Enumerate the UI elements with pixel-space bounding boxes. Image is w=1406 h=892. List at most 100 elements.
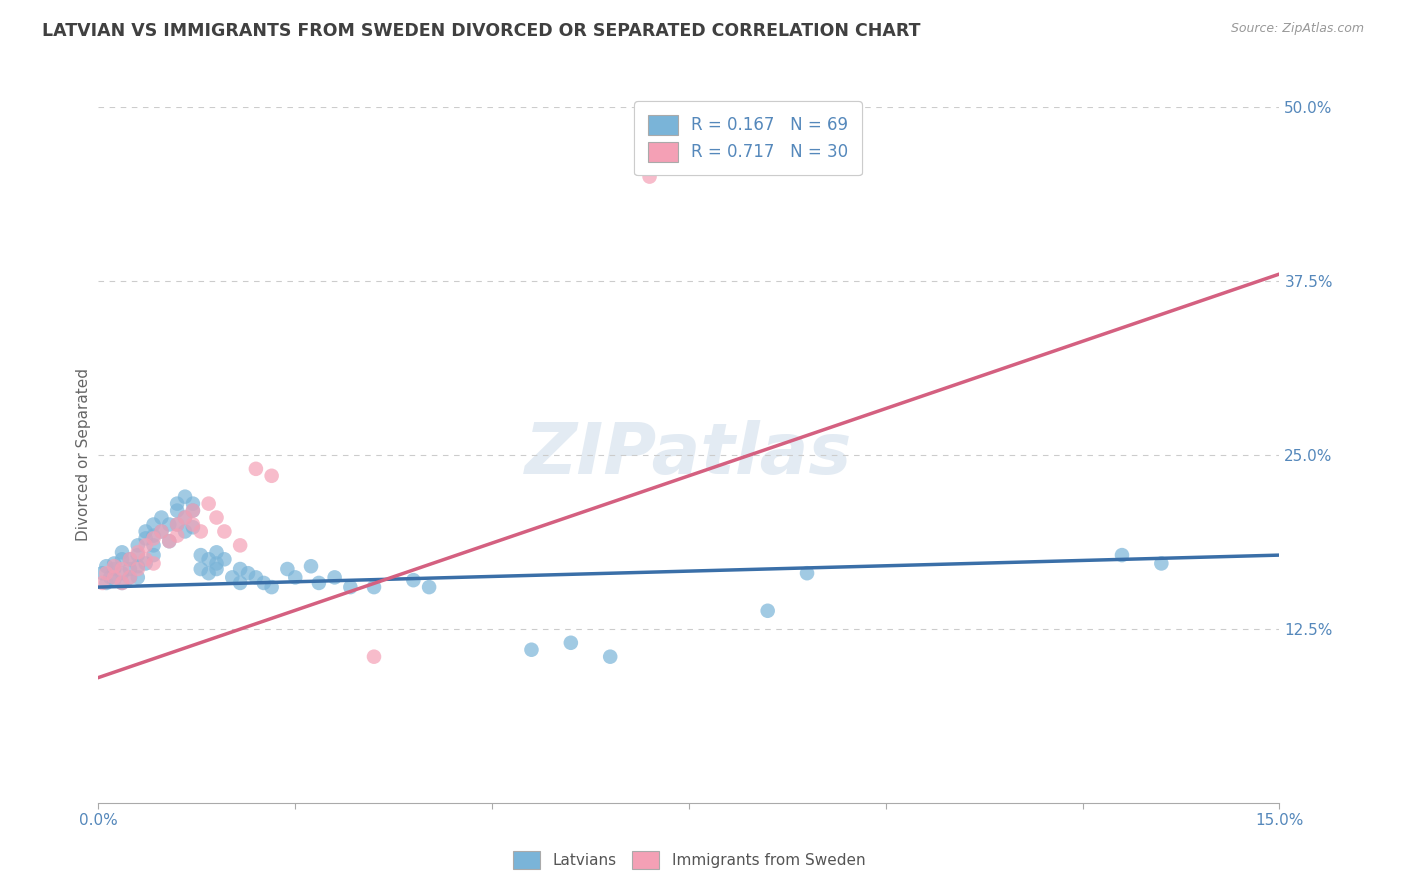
Point xyxy=(520,642,543,657)
Point xyxy=(111,566,134,581)
Point xyxy=(174,524,197,539)
Point xyxy=(205,545,228,559)
Point xyxy=(1150,557,1173,571)
Point xyxy=(236,566,259,581)
Point xyxy=(135,538,157,552)
Point xyxy=(229,576,252,591)
Point xyxy=(135,524,157,539)
Point xyxy=(150,510,173,524)
Point xyxy=(150,524,173,539)
Point xyxy=(190,548,212,562)
Point xyxy=(363,649,385,664)
Point xyxy=(166,517,188,532)
Legend: Latvians, Immigrants from Sweden: Latvians, Immigrants from Sweden xyxy=(506,845,872,875)
Point xyxy=(214,524,236,539)
Point xyxy=(245,462,267,476)
Point xyxy=(205,510,228,524)
Point xyxy=(111,545,134,559)
Point xyxy=(111,576,134,591)
Point xyxy=(308,576,330,591)
Point xyxy=(229,562,252,576)
Point xyxy=(127,538,149,552)
Point xyxy=(166,528,188,542)
Point xyxy=(166,503,188,517)
Point xyxy=(111,562,134,576)
Point xyxy=(166,497,188,511)
Point xyxy=(111,576,134,591)
Point xyxy=(181,503,204,517)
Point xyxy=(197,552,219,566)
Point xyxy=(91,576,114,591)
Text: ZIPatlas: ZIPatlas xyxy=(526,420,852,490)
Point xyxy=(118,570,141,584)
Point xyxy=(174,510,197,524)
Point xyxy=(127,570,149,584)
Point xyxy=(142,517,165,532)
Text: Source: ZipAtlas.com: Source: ZipAtlas.com xyxy=(1230,22,1364,36)
Point xyxy=(181,517,204,532)
Point xyxy=(402,573,425,587)
Point xyxy=(756,604,779,618)
Point xyxy=(103,570,125,584)
Point xyxy=(127,548,149,562)
Point xyxy=(205,557,228,571)
Point xyxy=(118,552,141,566)
Point xyxy=(190,524,212,539)
Point xyxy=(142,557,165,571)
Point xyxy=(418,580,440,594)
Point xyxy=(103,562,125,576)
Point xyxy=(118,570,141,584)
Point xyxy=(197,566,219,581)
Point xyxy=(339,580,361,594)
Point xyxy=(127,562,149,576)
Point xyxy=(135,532,157,546)
Point xyxy=(96,566,118,581)
Point xyxy=(98,570,121,584)
Point xyxy=(214,552,236,566)
Point xyxy=(166,517,188,532)
Point xyxy=(205,562,228,576)
Point xyxy=(299,559,322,574)
Point xyxy=(190,562,212,576)
Point xyxy=(323,570,346,584)
Point xyxy=(142,528,165,542)
Point xyxy=(181,503,204,517)
Point xyxy=(111,552,134,566)
Point xyxy=(103,573,125,587)
Point xyxy=(260,468,283,483)
Point xyxy=(560,636,582,650)
Point xyxy=(284,570,307,584)
Point xyxy=(142,538,165,552)
Point xyxy=(796,566,818,581)
Point xyxy=(157,534,180,549)
Text: LATVIAN VS IMMIGRANTS FROM SWEDEN DIVORCED OR SEPARATED CORRELATION CHART: LATVIAN VS IMMIGRANTS FROM SWEDEN DIVORC… xyxy=(42,22,921,40)
Point xyxy=(118,552,141,566)
Point xyxy=(96,576,118,591)
Point xyxy=(229,538,252,552)
Point xyxy=(260,580,283,594)
Point xyxy=(135,552,157,566)
Point xyxy=(638,169,661,184)
Point xyxy=(103,557,125,571)
Point xyxy=(174,510,197,524)
Legend: R = 0.167   N = 69, R = 0.717   N = 30: R = 0.167 N = 69, R = 0.717 N = 30 xyxy=(634,102,862,176)
Point xyxy=(599,649,621,664)
Point xyxy=(181,497,204,511)
Point xyxy=(363,580,385,594)
Point xyxy=(221,570,243,584)
Point xyxy=(142,532,165,546)
Point xyxy=(174,490,197,504)
Point xyxy=(197,497,219,511)
Point xyxy=(276,562,298,576)
Point xyxy=(181,520,204,534)
Point xyxy=(245,570,267,584)
Point xyxy=(1111,548,1133,562)
Point xyxy=(142,548,165,562)
Point xyxy=(253,576,276,591)
Point xyxy=(103,559,125,574)
Point xyxy=(96,559,118,574)
Point xyxy=(127,559,149,574)
Point xyxy=(118,562,141,576)
Point xyxy=(135,557,157,571)
Point xyxy=(150,524,173,539)
